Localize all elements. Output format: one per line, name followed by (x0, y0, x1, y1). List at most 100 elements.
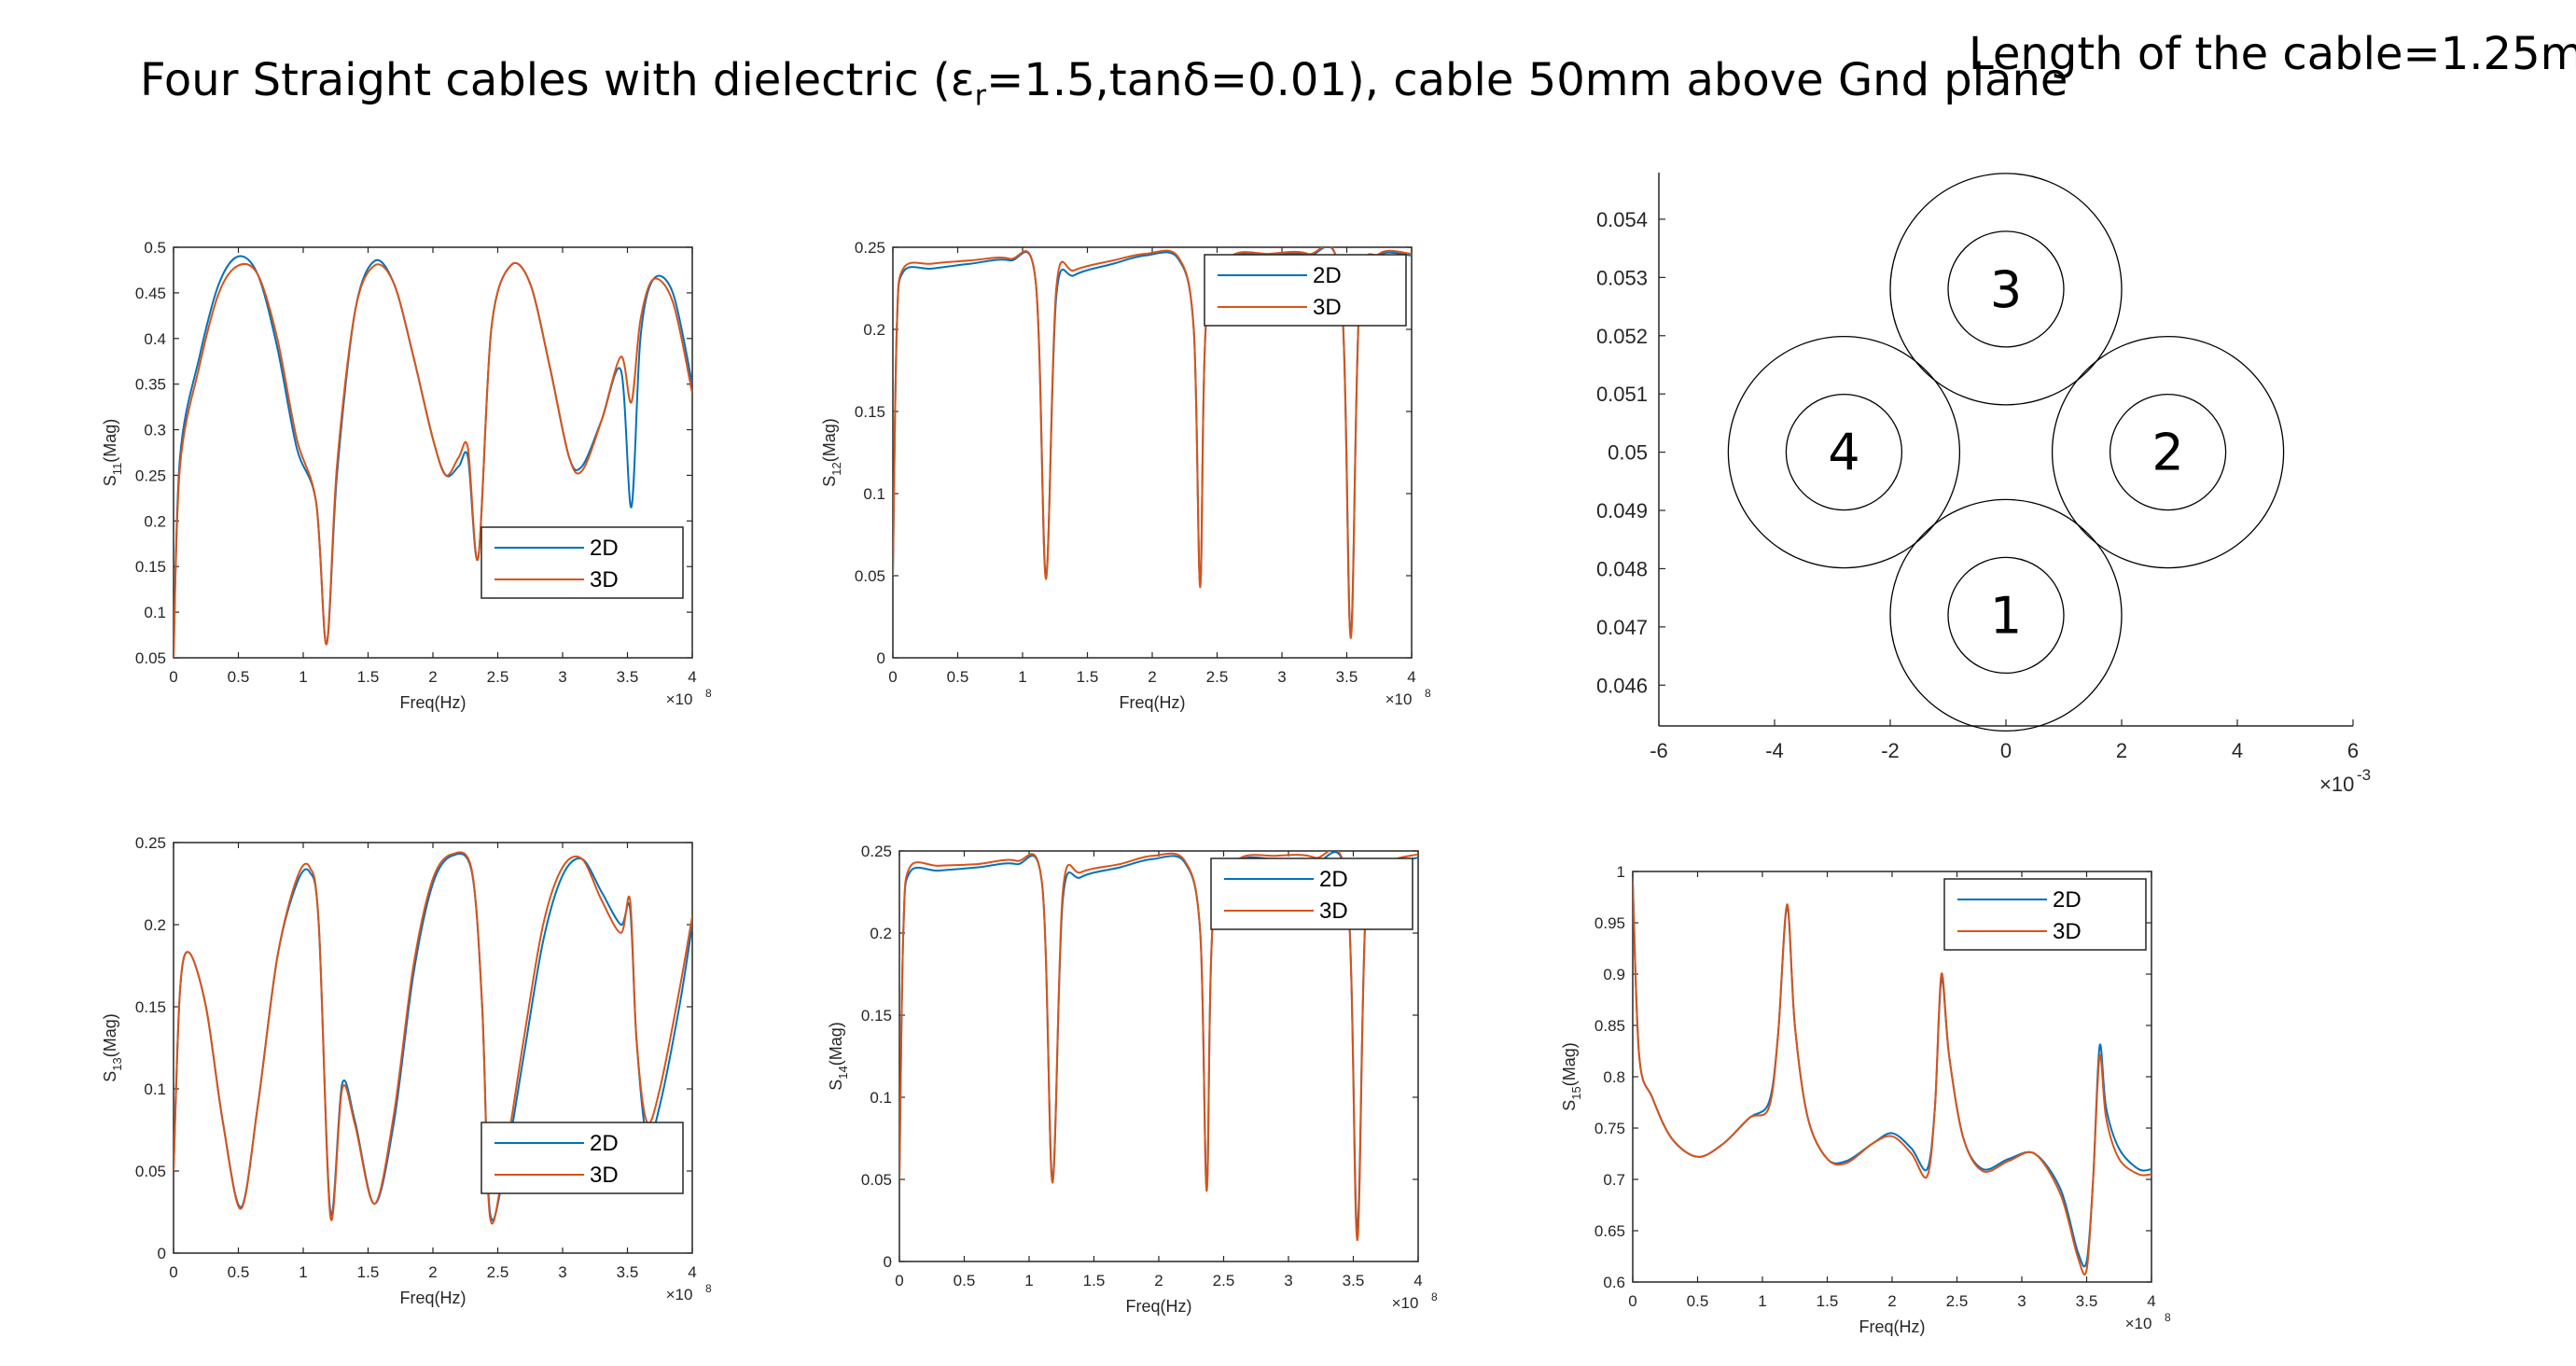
x-tick-label: 2.5 (1206, 668, 1229, 686)
x-axis-exponent: -3 (2357, 766, 2371, 784)
x-axis-exponent: 8 (705, 1282, 712, 1295)
y-axis-label-main: S (827, 1080, 845, 1091)
x-tick-label: 0.5 (947, 668, 969, 686)
y-tick-label: 0.25 (855, 239, 885, 257)
y-tick-label: 0 (877, 649, 885, 667)
x-axis-multiplier: ×10 (666, 690, 693, 708)
x-axis-exponent: 8 (2165, 1311, 2171, 1324)
x-tick-label: 2.5 (487, 668, 509, 686)
y-tick-label: 0.75 (1594, 1120, 1625, 1137)
y-tick-label: 0.2 (870, 925, 892, 942)
x-axis-label: Freq(Hz) (1120, 693, 1186, 712)
series-line-3D (1633, 881, 2151, 1275)
y-tick-label: 0.6 (1603, 1274, 1625, 1291)
chart-s14: 0 0.5 1 1.5 2 2.5 3 3.5 4 0 0.05 0.1 0.15 0.2 0.25 Freq… (827, 843, 1438, 1316)
y-tick-label: 0.2 (144, 916, 166, 934)
legend-box (1204, 254, 1407, 327)
y-tick-label: 0.2 (144, 512, 166, 530)
x-tick-label: 3.5 (1336, 668, 1358, 686)
x-tick-label: -4 (1765, 739, 1784, 762)
x-axis-exponent: 8 (1425, 687, 1431, 700)
x-tick-label: 2 (428, 668, 437, 686)
chart-s15: 0 0.5 1 1.5 2 2.5 3 3.5 4 0.6 0.65 0.7 0.75 0.8 0.85 0.… (1560, 863, 2171, 1336)
x-tick-label: 2 (428, 1263, 437, 1281)
x-tick-label: 0 (1628, 1292, 1636, 1310)
x-tick-label: 2.5 (1946, 1292, 1969, 1310)
cable-dielectric-circle (2051, 335, 2285, 569)
legend-box (480, 1122, 684, 1194)
x-tick-label: 0 (888, 668, 897, 686)
y-tick-label: 0.25 (135, 834, 166, 852)
y-tick-label: 0.45 (135, 285, 166, 302)
y-axis-label-unit: (Mag) (827, 1022, 845, 1066)
x-tick-label: 3 (2017, 1292, 2026, 1310)
y-tick-label: 0.95 (1594, 914, 1625, 932)
x-tick-label: 3 (558, 668, 566, 686)
x-tick-label: 0.5 (1687, 1292, 1709, 1310)
cable-4: 4 (1727, 335, 1961, 569)
x-tick-label: 2 (1148, 668, 1156, 686)
x-tick-label: 1 (299, 1263, 307, 1281)
x-tick-label: 0 (895, 1272, 903, 1289)
x-tick-label: 4 (2147, 1292, 2155, 1310)
x-tick-label: 0 (169, 668, 177, 686)
y-tick-label: 0.3 (144, 422, 166, 439)
y-axis-label-sub: 13 (110, 1057, 124, 1070)
y-tick-label: 0.1 (144, 604, 166, 621)
cable-number-label: 2 (2151, 424, 2183, 482)
series-line-3D (899, 851, 1418, 1242)
x-tick-label: -2 (1881, 739, 1900, 762)
chart-s11: 0 0.5 1 1.5 2 2.5 3 3.5 4 0.05 0.1 0.15 0.2 0.25 0.3 0.… (101, 239, 712, 712)
x-tick-label: 4 (1407, 668, 1415, 686)
y-axis-label-unit: (Mag) (820, 418, 839, 462)
y-axis-label-unit: (Mag) (101, 1013, 119, 1057)
x-tick-label: 1.5 (1077, 668, 1099, 686)
x-tick-label: 3.5 (617, 1263, 639, 1281)
legend-box (480, 526, 684, 599)
cable-conductor-circle (1947, 556, 2065, 675)
series-line-3D (893, 247, 1412, 639)
legend-label-2D: 2D (590, 536, 619, 561)
cable-dielectric-circle (1889, 173, 2123, 406)
legend-label-2D: 2D (2053, 887, 2082, 913)
y-axis-label: S15(Mag) (1560, 1042, 1583, 1111)
legend-label-3D: 3D (1319, 899, 1348, 924)
title-subscript: r (974, 79, 987, 113)
y-tick-label: 0.7 (1603, 1171, 1625, 1189)
x-tick-label: 4 (1413, 1272, 1422, 1289)
legend-box (1210, 857, 1413, 930)
y-tick-label: 0.046 (1596, 674, 1648, 697)
y-tick-label: 0.05 (135, 649, 166, 667)
y-tick-label: 0.25 (861, 843, 892, 860)
x-tick-label: 2.5 (487, 1263, 509, 1281)
x-axis-multiplier: ×10 (1392, 1294, 1419, 1312)
x-tick-label: 1.5 (1083, 1272, 1106, 1289)
x-tick-label: 3 (1284, 1272, 1292, 1289)
x-axis-exponent: 8 (705, 687, 712, 700)
x-tick-label: 4 (688, 1263, 696, 1281)
y-axis-label-main: S (1560, 1100, 1579, 1111)
cable-1: 1 (1889, 498, 2123, 732)
y-tick-label: 0.15 (855, 403, 885, 421)
y-tick-label: 0.15 (861, 1007, 892, 1024)
x-tick-label: 4 (2232, 739, 2243, 762)
legend-label-3D: 3D (590, 567, 619, 592)
page-title: Four Straight cables with dielectric (εr… (140, 54, 2068, 113)
chart-geometry: -6 -4 -2 0 2 4 6 0.046 0.047 0.048 0.049 0.05 0.051 0… (1596, 173, 2371, 796)
x-tick-label: 0 (2000, 739, 2012, 762)
x-tick-label: 1.5 (357, 1263, 380, 1281)
cable-3: 3 (1889, 173, 2123, 406)
y-tick-label: 1 (1617, 863, 1625, 881)
title-rest: =1.5,tanδ=0.01), cable 50mm above Gnd pl… (986, 54, 2068, 106)
legend-label-3D: 3D (2053, 919, 2082, 944)
cable-length-note: Length of the cable=1.25m (1969, 28, 2576, 80)
cable-number-label: 1 (1990, 586, 2022, 645)
y-tick-label: 0.054 (1596, 208, 1648, 231)
x-tick-label: 2 (1887, 1292, 1896, 1310)
cable-dielectric-circle (1889, 498, 2123, 732)
x-tick-label: 0.5 (228, 1263, 250, 1281)
x-tick-label: 1.5 (1817, 1292, 1839, 1310)
